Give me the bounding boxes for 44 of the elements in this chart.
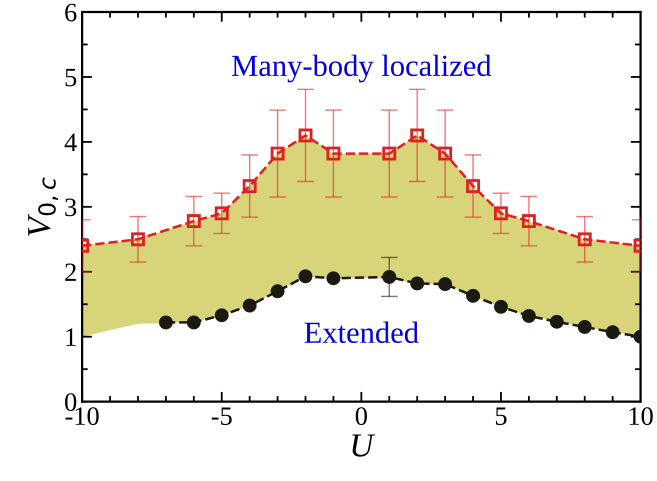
point [131,232,145,246]
annotation: Many-body localized [232,54,492,82]
point [578,320,592,334]
point [186,214,201,228]
point [158,315,173,330]
point [382,146,396,161]
x-tick-label: 10 [630,407,653,426]
annotation: Extended [304,322,419,344]
point [466,288,480,303]
point [410,276,424,290]
point [214,308,229,322]
point [242,179,257,193]
point [410,128,424,142]
y-tick-label: 3 [65,198,76,216]
x-axis-title: U [352,434,376,457]
y-tick-label: 5 [66,68,76,86]
point [550,314,564,329]
y-tick-label: 4 [64,134,77,152]
point [438,277,452,292]
point [494,300,508,314]
x-tick-label: 5 [496,408,507,426]
point [606,325,620,340]
point [298,128,312,142]
point [578,232,592,246]
point [270,146,285,161]
point [494,206,508,220]
point [186,315,201,330]
point [326,146,340,161]
point [298,269,312,284]
point [522,214,536,228]
x-tick-label: -5 [212,408,232,426]
y-axis-title: V$_{0,c}$ [28,178,58,236]
point [382,270,396,284]
y-tick-label: 2 [65,263,76,281]
point [466,179,480,193]
point [326,271,340,286]
point [242,298,257,312]
point [522,308,536,323]
y-tick-label: 6 [65,4,76,22]
point [214,206,229,220]
point [270,284,285,298]
point [438,146,452,161]
x-tick-label: 0 [356,407,367,426]
y-tick-label: 1 [66,328,76,346]
